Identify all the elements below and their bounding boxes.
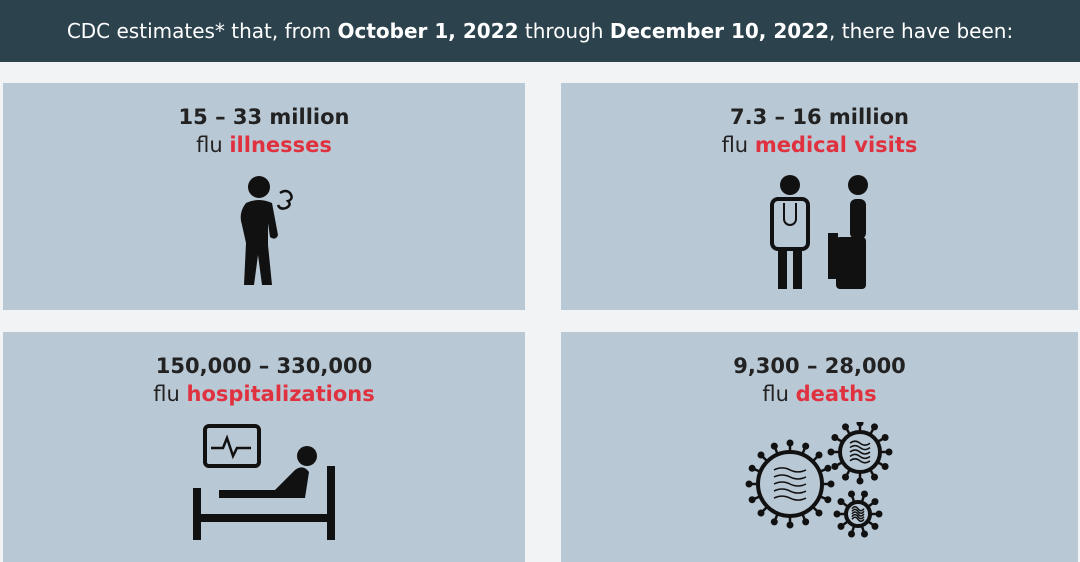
header: CDC estimates* that, from October 1, 202…: [0, 0, 1080, 62]
virus-shape: [870, 498, 878, 506]
highlight: hospitalizations: [186, 382, 375, 406]
range: 9,300 – 28,000: [733, 354, 906, 378]
highlight: deaths: [795, 382, 877, 406]
virus-shape: [841, 423, 849, 431]
virus-shape: [786, 439, 793, 447]
prefix: flu: [153, 382, 180, 406]
header-text: through: [518, 19, 610, 43]
virus-icon: [745, 422, 892, 538]
card: 7.3 – 16 million flu medical visits: [561, 83, 1078, 310]
virus-shape: [827, 480, 834, 488]
virus-shape: [830, 434, 838, 441]
virus-shape: [850, 513, 865, 520]
virus-shape: [770, 518, 778, 526]
header-text: CDC estimates* that, from: [66, 19, 338, 43]
virus-shape: [827, 448, 834, 456]
virus-shape: [856, 477, 863, 485]
doctor-patient-icon: [769, 175, 868, 289]
card: 150,000 – 330,000 flu hospitalizations: [3, 332, 525, 562]
virus-shape: [814, 509, 822, 517]
ill-person-icon: [240, 176, 293, 285]
card: 9,300 – 28,000 flu deaths: [561, 332, 1078, 562]
virus-shape: [849, 453, 870, 460]
virus-shape: [773, 495, 806, 501]
virus-shape: [881, 434, 889, 441]
virus-shape: [849, 444, 870, 451]
virus-shape: [881, 463, 889, 470]
label: flu deaths: [561, 382, 1078, 406]
virus-shape: [757, 509, 765, 517]
virus-shape: [849, 458, 870, 464]
virus-shape: [847, 530, 855, 538]
virus-shape: [773, 481, 806, 487]
virus-shape: [773, 467, 806, 473]
virus-shape: [837, 498, 845, 506]
label: flu medical visits: [561, 133, 1078, 157]
virus-shape: [849, 449, 870, 455]
virus-shape: [860, 490, 868, 498]
card: 15 – 33 million flu illnesses: [3, 83, 525, 310]
virus-shape: [870, 522, 878, 530]
header-text: December 10, 2022: [609, 19, 830, 43]
virus-shape: [885, 448, 892, 456]
virus-shape: [850, 508, 865, 515]
virus-shape: [850, 516, 865, 523]
virus-shape: [830, 463, 838, 470]
virus-shape: [770, 442, 778, 450]
virus-shape: [856, 422, 863, 427]
highlight: medical visits: [754, 133, 918, 157]
virus-shape: [748, 464, 756, 472]
virus-shape: [847, 490, 855, 498]
virus-shape: [870, 473, 878, 481]
range: 15 – 33 million: [178, 105, 350, 129]
virus-shape: [870, 423, 878, 431]
hospital-bed-icon: [193, 424, 335, 540]
virus-shape: [786, 521, 793, 529]
virus-shape: [748, 496, 756, 504]
virus-shape: [757, 451, 765, 459]
prefix: flu: [762, 382, 789, 406]
prefix: flu: [196, 133, 223, 157]
virus-shape: [801, 518, 809, 526]
range: 7.3 – 16 million: [730, 105, 909, 129]
virus-shape: [773, 488, 806, 494]
virus-shape: [875, 510, 882, 518]
virus-shape: [850, 505, 865, 512]
virus-shape: [773, 474, 806, 480]
prefix: flu: [721, 133, 749, 157]
header-text: , there have been:: [829, 19, 1014, 43]
virus-shape: [745, 480, 752, 488]
virus-shape: [814, 451, 822, 459]
virus-shape: [841, 473, 849, 481]
highlight: illnesses: [229, 133, 332, 157]
virus-shape: [837, 522, 845, 530]
virus-shape: [823, 496, 831, 504]
virus-shape: [849, 440, 870, 446]
virus-shape: [850, 511, 865, 517]
label: flu illnesses: [3, 133, 525, 157]
header-text: October 1, 2022: [337, 19, 519, 43]
virus-shape: [823, 464, 831, 472]
virus-shape: [833, 510, 840, 518]
virus-shape: [801, 442, 809, 450]
label: flu hospitalizations: [3, 382, 525, 406]
virus-shape: [860, 530, 868, 538]
range: 150,000 – 330,000: [155, 354, 373, 378]
